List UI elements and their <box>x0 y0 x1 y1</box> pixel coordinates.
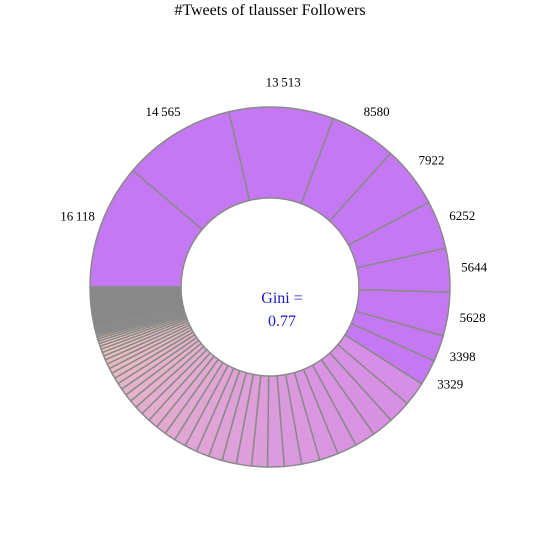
slice-label-7: 5644 <box>461 260 488 275</box>
slice-zero <box>89 286 184 328</box>
slice-label-2: 14 565 <box>146 104 181 119</box>
slice-label-6: 6252 <box>449 208 475 223</box>
slice-label-8: 5628 <box>460 310 486 325</box>
gini-value: 0.77 <box>268 313 296 330</box>
slice-label-5: 7922 <box>419 153 445 168</box>
slice-label-1: 16 118 <box>60 208 95 223</box>
gini-label: Gini = <box>261 290 302 307</box>
slice-label-9: 3398 <box>450 349 476 364</box>
chart-title: #Tweets of tlausser Followers <box>174 2 365 19</box>
slice-label-10: 3329 <box>437 377 463 392</box>
labels-group: 16 118 14 565 13 513 8580 7922 6252 5644 5628 33… <box>60 74 487 391</box>
slice-label-3: 13 513 <box>266 74 301 89</box>
slice-label-4: 8580 <box>364 104 390 119</box>
slices-group <box>89 106 451 468</box>
